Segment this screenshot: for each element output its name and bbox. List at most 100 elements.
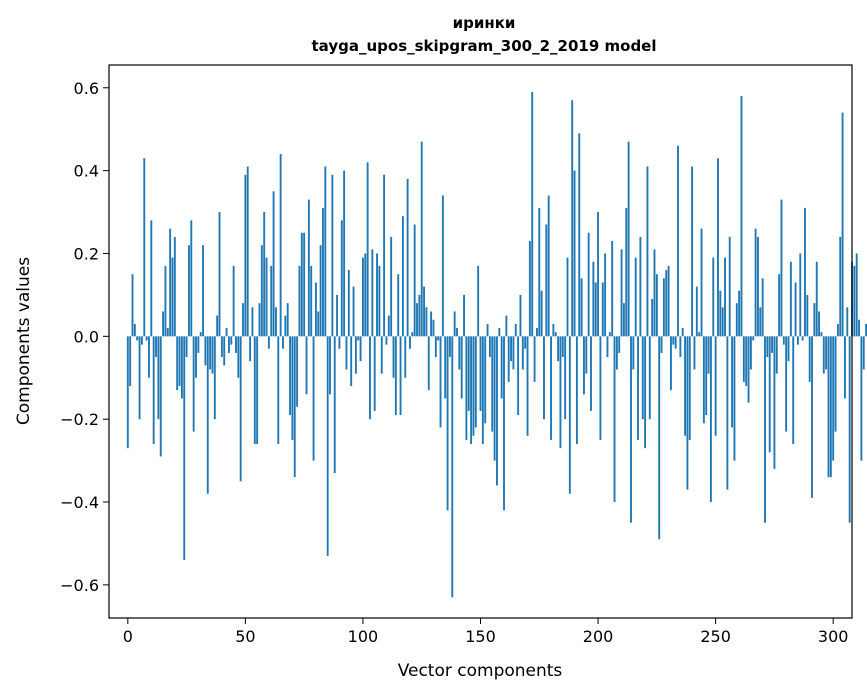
y-tick-label: −0.4 xyxy=(60,493,99,512)
bar-257 xyxy=(731,336,734,428)
bar-195 xyxy=(585,336,588,374)
bar-177 xyxy=(543,336,545,420)
bar-169 xyxy=(524,336,527,349)
bar-65 xyxy=(279,154,282,337)
bar-22 xyxy=(178,336,181,387)
bar-5 xyxy=(138,336,141,420)
bar-155 xyxy=(491,336,494,432)
bar-52 xyxy=(249,336,252,362)
bar-157 xyxy=(496,336,498,486)
bar-273 xyxy=(768,336,771,453)
bar-300 xyxy=(832,336,835,461)
bar-205 xyxy=(608,332,611,337)
bar-286 xyxy=(799,253,802,337)
bar-163 xyxy=(510,336,513,362)
bar-154 xyxy=(488,336,491,358)
bar-215 xyxy=(632,336,635,370)
bar-183 xyxy=(557,336,560,362)
bar-83 xyxy=(322,207,324,337)
bar-75 xyxy=(303,232,306,337)
bar-225 xyxy=(655,274,658,337)
bar-88 xyxy=(333,336,336,474)
bar-258 xyxy=(733,336,736,461)
bar-178 xyxy=(545,224,548,337)
bar-32 xyxy=(202,245,204,337)
bar-43 xyxy=(227,336,230,353)
bar-174 xyxy=(535,328,538,337)
bar-213 xyxy=(627,141,630,337)
bar-259 xyxy=(735,303,738,337)
bar-244 xyxy=(700,228,703,337)
bar-69 xyxy=(289,336,291,416)
bar-101 xyxy=(364,253,367,337)
bar-302 xyxy=(836,323,839,337)
bar-162 xyxy=(507,336,510,382)
bar-307 xyxy=(848,336,851,523)
bar-314 xyxy=(865,323,867,337)
bar-73 xyxy=(298,265,301,337)
bar-238 xyxy=(686,336,689,490)
bar-70 xyxy=(291,336,294,440)
bar-84 xyxy=(324,166,327,337)
bar-168 xyxy=(521,336,524,370)
bar-241 xyxy=(693,336,696,370)
bar-125 xyxy=(420,141,423,337)
bar-242 xyxy=(695,286,698,337)
bar-292 xyxy=(813,303,816,337)
bar-51 xyxy=(246,166,249,337)
bar-111 xyxy=(387,315,390,337)
x-tick-label: 50 xyxy=(235,627,255,646)
bar-280 xyxy=(785,336,788,432)
bar-304 xyxy=(841,112,844,337)
bar-138 xyxy=(451,336,454,598)
bar-192 xyxy=(578,133,581,337)
bar-228 xyxy=(662,278,665,337)
bar-98 xyxy=(357,336,360,341)
bar-186 xyxy=(564,336,567,420)
bar-59 xyxy=(265,257,268,337)
bar-164 xyxy=(512,336,515,370)
bar-282 xyxy=(789,261,792,337)
bar-245 xyxy=(702,336,705,424)
bar-60 xyxy=(267,336,270,349)
bar-96 xyxy=(352,286,355,337)
bar-193 xyxy=(580,278,583,337)
bar-114 xyxy=(394,336,397,416)
bar-117 xyxy=(401,216,404,337)
bar-204 xyxy=(606,336,609,358)
bar-36 xyxy=(211,336,214,374)
bar-105 xyxy=(373,336,376,411)
bar-104 xyxy=(371,249,374,337)
bar-106 xyxy=(376,253,378,337)
bar-271 xyxy=(764,336,766,523)
bar-261 xyxy=(740,96,743,337)
bar-219 xyxy=(641,336,644,420)
bar-10 xyxy=(150,220,153,337)
bar-94 xyxy=(347,270,350,337)
bar-171 xyxy=(528,241,531,337)
bar-63 xyxy=(275,307,277,337)
bar-18 xyxy=(169,228,172,337)
bar-93 xyxy=(345,336,348,370)
bar-23 xyxy=(180,336,183,399)
bar-126 xyxy=(423,286,426,337)
bar-277 xyxy=(778,274,781,337)
bar-127 xyxy=(425,307,428,337)
bar-190 xyxy=(573,170,576,337)
bar-87 xyxy=(331,174,334,337)
bar-79 xyxy=(312,336,315,461)
bar-278 xyxy=(780,199,783,337)
bar-86 xyxy=(329,336,331,395)
bar-216 xyxy=(634,257,637,337)
bar-24 xyxy=(183,336,186,561)
bar-118 xyxy=(404,336,407,378)
bar-299 xyxy=(829,336,832,478)
bar-249 xyxy=(712,257,715,337)
bar-212 xyxy=(625,207,628,337)
bar-17 xyxy=(166,328,169,337)
bar-95 xyxy=(350,336,353,387)
bar-294 xyxy=(818,311,821,337)
bar-35 xyxy=(209,336,212,370)
bar-197 xyxy=(590,336,592,411)
bar-11 xyxy=(152,336,155,445)
